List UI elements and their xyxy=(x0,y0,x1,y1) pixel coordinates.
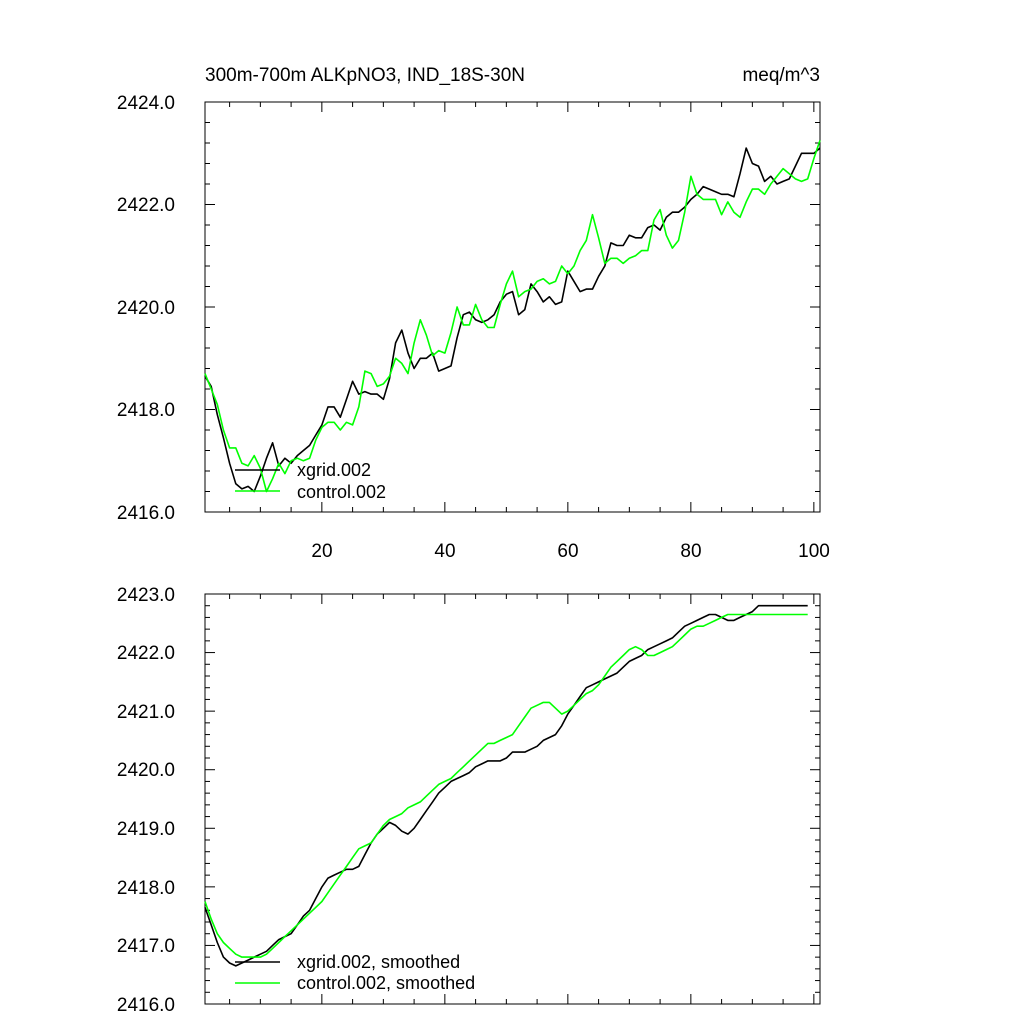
raw-x-tick-label: 80 xyxy=(680,541,701,562)
raw-legend: xgrid.002 control.002 xyxy=(235,460,386,502)
smoothed-plot-frame xyxy=(204,593,821,1005)
smoothed-y-tick-label: 2421.0 xyxy=(117,702,175,723)
raw-x-tick-label: 20 xyxy=(311,541,332,562)
raw-plot-frame xyxy=(204,101,821,513)
units-label: meq/m^3 xyxy=(742,65,820,86)
raw-series-line-xgrid xyxy=(204,147,821,493)
smoothed-y-tick-label: 2417.0 xyxy=(117,936,175,957)
smoothed-legend-label-control: control.002, smoothed xyxy=(297,973,475,993)
raw-y-tick-labels: 2416.0 2418.0 2420.0 2422.0 2424.0 xyxy=(117,93,175,524)
raw-legend-label-xgrid: xgrid.002 xyxy=(297,460,371,480)
smoothed-y-tick-label: 2420.0 xyxy=(117,760,175,781)
raw-x-tick-label: 40 xyxy=(434,541,455,562)
smoothed-series-line-xgrid xyxy=(204,604,808,967)
smoothed-y-tick-label: 2423.0 xyxy=(117,585,175,606)
raw-series-panel: 2416.0 2418.0 2420.0 2422.0 2424.0 20 40… xyxy=(117,93,830,562)
smoothed-legend-label-xgrid: xgrid.002, smoothed xyxy=(297,952,460,972)
raw-y-tick-label: 2422.0 xyxy=(117,195,175,216)
raw-legend-label-control: control.002 xyxy=(297,482,386,502)
smoothed-series-line-control xyxy=(204,613,808,958)
raw-y-tick-label: 2420.0 xyxy=(117,298,175,319)
smoothed-y-tick-label: 2422.0 xyxy=(117,643,175,664)
raw-series-line-control xyxy=(204,140,821,493)
raw-y-tick-label: 2418.0 xyxy=(117,400,175,421)
raw-x-tick-labels: 20 40 60 80 100 xyxy=(311,541,829,562)
raw-x-tick-label: 100 xyxy=(798,541,830,562)
smoothed-y-tick-label: 2418.0 xyxy=(117,878,175,899)
smoothed-y-tick-labels: 2416.0 2417.0 2418.0 2419.0 2420.0 2421.… xyxy=(117,585,175,1016)
smoothed-series-lines xyxy=(204,604,808,967)
smoothed-axis-ticks xyxy=(205,593,820,1005)
smoothed-legend: xgrid.002, smoothed control.002, smoothe… xyxy=(235,952,475,993)
raw-x-tick-label: 60 xyxy=(557,541,578,562)
smoothed-y-tick-label: 2416.0 xyxy=(117,995,175,1016)
raw-y-tick-label: 2424.0 xyxy=(117,93,175,114)
chart-title: 300m-700m ALKpNO3, IND_18S-30N xyxy=(205,65,525,86)
raw-y-tick-label: 2416.0 xyxy=(117,503,175,524)
raw-series-lines xyxy=(204,140,821,493)
raw-axis-ticks xyxy=(205,101,820,513)
smoothed-series-panel: 2416.0 2417.0 2418.0 2419.0 2420.0 2421.… xyxy=(117,585,821,1016)
smoothed-y-tick-label: 2419.0 xyxy=(117,819,175,840)
